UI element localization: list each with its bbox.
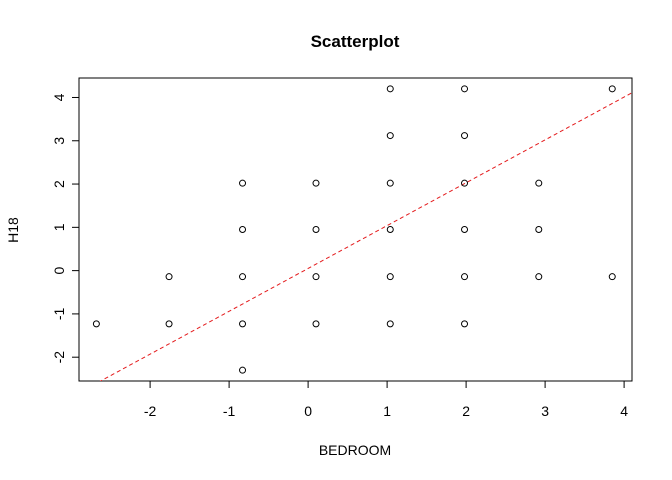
y-tick-label: 2 [51,180,67,188]
chart-title: Scatterplot [311,32,400,51]
data-point [312,226,320,233]
y-tick-label: 0 [51,267,67,275]
data-point [239,179,247,187]
y-axis: -2 -1 0 1 2 3 4 [51,93,80,364]
data-point [386,85,394,93]
data-point [461,226,469,233]
data-point [461,273,469,281]
y-tick-label: -2 [51,351,67,364]
data-point [608,273,616,281]
plot-area-frame [78,77,633,382]
data-point [312,320,320,328]
data-point [386,320,394,328]
data-point [386,179,394,187]
data-point [461,179,469,187]
data-point [535,273,543,281]
y-tick-label: 1 [51,223,67,231]
x-axis-label: BEDROOM [319,442,391,458]
y-tick-label: 4 [51,93,67,101]
x-axis: -2 -1 0 1 2 3 4 [144,380,628,419]
data-point [165,320,173,328]
data-point [461,132,469,140]
data-point [239,226,247,233]
plot-content [92,85,632,381]
x-tick-label: 1 [383,403,391,419]
data-point [312,273,320,281]
data-point [386,226,394,233]
x-tick-label: -2 [144,403,157,419]
y-axis-label: H18 [5,217,21,243]
data-point [239,320,247,328]
x-tick-label: 2 [462,403,470,419]
data-point [608,85,616,93]
data-point [386,132,394,140]
data-point [239,366,247,374]
y-tick-label: 3 [51,137,67,145]
data-point [535,226,543,233]
regression-line [99,92,632,381]
x-tick-label: 0 [304,403,312,419]
data-point [239,273,247,281]
data-point [312,179,320,187]
y-tick-label: -1 [51,307,67,320]
x-tick-label: -1 [223,403,236,419]
data-point [461,85,469,93]
data-point [535,179,543,187]
x-tick-label: 4 [620,403,628,419]
data-point [165,273,173,281]
x-tick-label: 3 [541,403,549,419]
data-point [386,273,394,281]
data-point [461,320,469,328]
data-point [92,320,100,328]
